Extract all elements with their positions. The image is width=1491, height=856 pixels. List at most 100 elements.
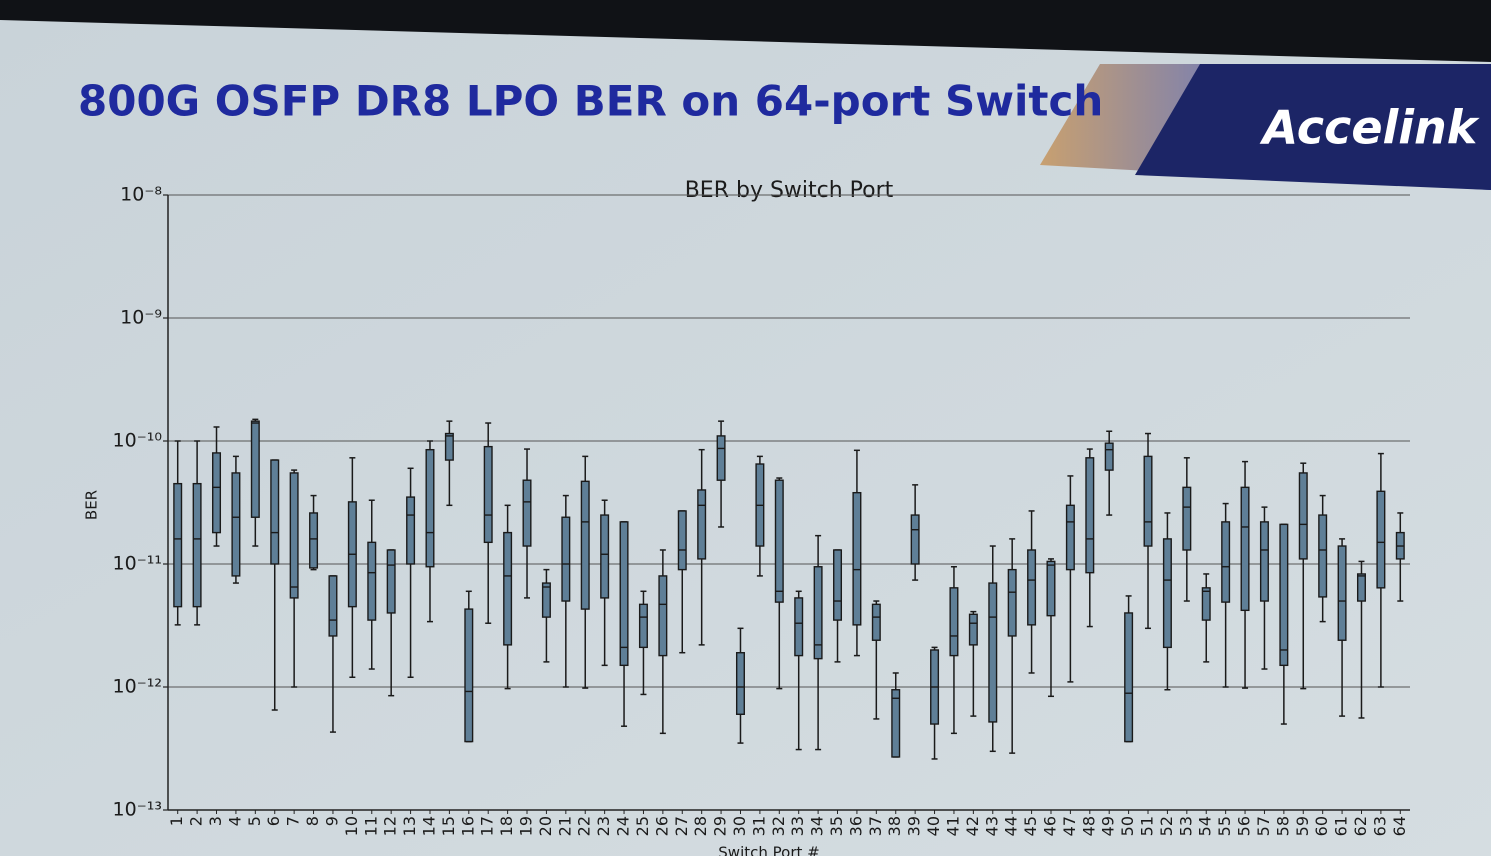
x-tick-label: 32 [769, 816, 788, 836]
box [988, 582, 998, 723]
box [1356, 573, 1366, 602]
x-tick-label: 30 [730, 816, 749, 836]
box [1046, 560, 1056, 617]
box [1027, 549, 1037, 626]
x-tick-label: 8 [303, 816, 322, 826]
x-tick-label: 50 [1118, 816, 1137, 836]
x-tick-label: 60 [1312, 816, 1331, 836]
x-tick-label: 33 [788, 816, 807, 836]
x-tick-label: 49 [1099, 816, 1118, 836]
box [367, 541, 377, 621]
y-tick-label: 10⁻¹² [113, 676, 162, 698]
box [1162, 538, 1172, 649]
box [949, 587, 959, 657]
x-tick-label: 17 [478, 816, 497, 836]
x-tick-label: 2 [187, 816, 206, 826]
x-tick-label: 52 [1157, 816, 1176, 836]
y-tick-label: 10⁻⁹ [120, 307, 162, 329]
box [1279, 523, 1289, 667]
x-tick-label: 22 [575, 816, 594, 836]
x-tick-label: 54 [1196, 816, 1215, 836]
box [1298, 472, 1308, 560]
box [910, 514, 920, 565]
box [270, 459, 280, 565]
slide-title: 800G OSFP DR8 LPO BER on 64-port Switch [78, 77, 1103, 126]
x-tick-label: 1 [167, 816, 186, 826]
x-tick-label: 23 [594, 816, 613, 836]
x-tick-label: 56 [1235, 816, 1254, 836]
y-tick-label: 10⁻¹³ [113, 799, 162, 821]
x-tick-label: 4 [225, 816, 244, 826]
x-tick-label: 3 [206, 816, 225, 826]
chart: BER by Switch Port BER Switch Port # 10⁻¹³ 1… [83, 178, 1410, 856]
x-tick-label: 27 [672, 816, 691, 836]
x-tick-label: 6 [264, 816, 283, 826]
box [212, 452, 222, 534]
x-tick-label: 9 [322, 816, 341, 826]
x-tick-label: 62 [1351, 816, 1370, 836]
x-tick-label: 28 [691, 816, 710, 836]
x-tick-label: 12 [381, 816, 400, 836]
x-tick-label: 61 [1332, 816, 1351, 836]
x-tick-label: 19 [517, 816, 536, 836]
box [638, 603, 648, 649]
box [1104, 442, 1114, 471]
x-tick-label: 47 [1060, 816, 1079, 836]
box [794, 597, 804, 657]
box [735, 652, 745, 715]
y-tick-label: 10⁻¹¹ [113, 553, 162, 575]
box [600, 514, 610, 599]
x-tick-label: 44 [1002, 816, 1021, 836]
x-tick-label: 48 [1079, 816, 1098, 836]
x-tick-label: 18 [497, 816, 516, 836]
box [522, 479, 532, 547]
x-tick-label: 35 [827, 816, 846, 836]
x-tick-label: 46 [1040, 816, 1059, 836]
box [192, 482, 202, 608]
logo: Accelink [1260, 101, 1480, 155]
y-tick-label: 10⁻¹⁰ [113, 430, 162, 452]
box [813, 566, 823, 660]
x-tick-label: 29 [711, 816, 730, 836]
x-tick-label: 15 [439, 816, 458, 836]
chart-title: BER by Switch Port [685, 178, 894, 203]
box [1182, 486, 1192, 551]
x-tick-label: 13 [400, 816, 419, 836]
x-tick-label: 53 [1176, 816, 1195, 836]
box [541, 582, 551, 618]
box [406, 496, 416, 565]
box [503, 531, 513, 646]
x-tick-label: 58 [1273, 816, 1292, 836]
box [561, 516, 571, 602]
box [309, 512, 319, 569]
box [173, 482, 183, 608]
x-tick-label: 21 [555, 816, 574, 836]
x-tick-label: 25 [633, 816, 652, 836]
box [1143, 455, 1153, 547]
x-tick-label: 34 [808, 816, 827, 836]
box [833, 549, 843, 621]
x-tick-label: 55 [1215, 816, 1234, 836]
x-tick-label: 31 [749, 816, 768, 836]
x-tick-label: 59 [1293, 816, 1312, 836]
box [716, 435, 726, 481]
box [580, 480, 590, 610]
box [774, 479, 784, 603]
box [444, 432, 454, 461]
box [1007, 568, 1017, 637]
box [619, 521, 629, 667]
x-tick-label: 11 [361, 816, 380, 836]
x-tick-label: 43 [982, 816, 1001, 836]
x-tick-label: 38 [885, 816, 904, 836]
slide-surface [0, 20, 1491, 856]
x-tick-label: 63 [1370, 816, 1389, 836]
box [386, 549, 396, 614]
x-tick-label: 36 [846, 816, 865, 836]
box [852, 491, 862, 626]
x-tick-label: 20 [536, 816, 555, 836]
box [871, 603, 881, 641]
box [1337, 545, 1347, 641]
x-tick-label: 16 [458, 816, 477, 836]
box [697, 489, 707, 560]
